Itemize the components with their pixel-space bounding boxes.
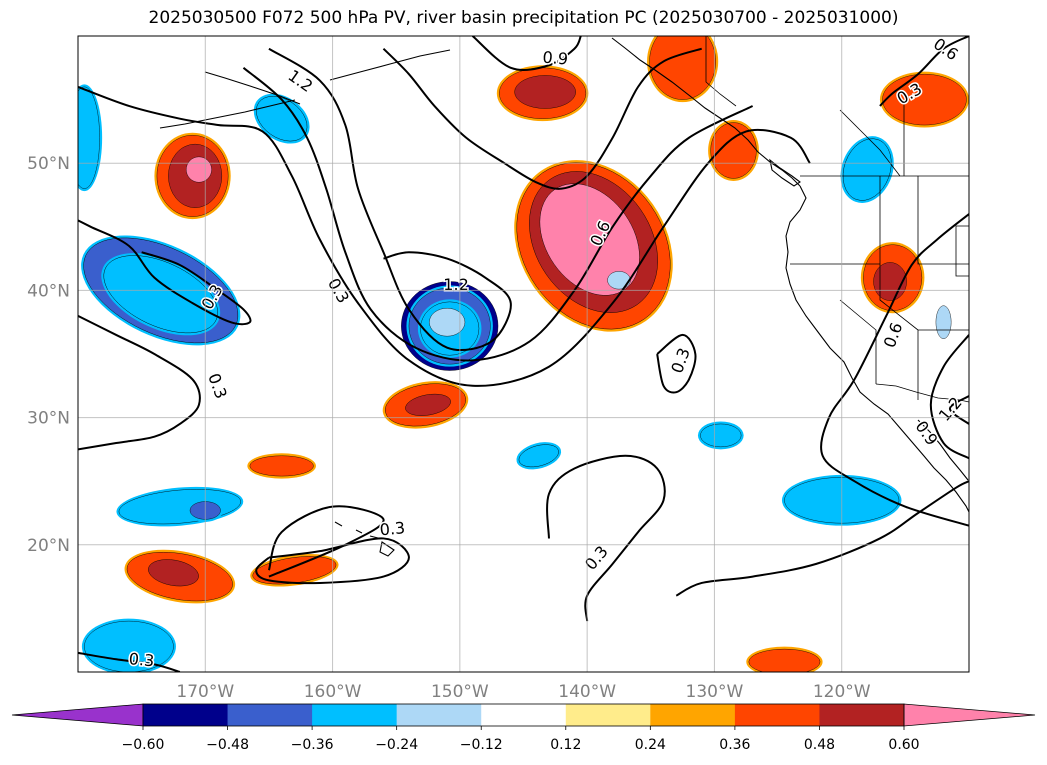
lat-tick-label: 20°N: [27, 536, 70, 556]
colorbar-extend-max: [903, 703, 1036, 727]
pv-contour-line: [78, 314, 201, 451]
precip-region: [405, 393, 451, 416]
colorbar-tick-label: 0.12: [550, 737, 581, 753]
colorbar-segment: [650, 704, 736, 726]
lon-tick-label: 170°W: [176, 682, 234, 702]
pv-contour-line: [546, 454, 666, 622]
pv-contour-line: [929, 334, 969, 460]
pv-contour-line: [78, 219, 252, 326]
colorbar-segment: [734, 704, 820, 726]
pv-contour-line: [879, 36, 969, 107]
lat-tick-label: 30°N: [27, 409, 70, 429]
colorbar-extend-min: [11, 703, 144, 727]
colorbar-tick-label: 0.48: [804, 737, 835, 753]
precip-region: [518, 444, 559, 468]
pv-contour-line: [675, 480, 969, 597]
colorbar-segment: [396, 704, 482, 726]
pv-contour-line: [268, 47, 512, 351]
axis-labels: 170°W 160°W 150°W 140°W 130°W 120°W 20°N 30°N 40…: [27, 154, 871, 702]
coastline-vancouver-island: [769, 158, 801, 187]
political-borders: [705, 36, 969, 403]
colorbar-segment: [312, 704, 398, 726]
plot-frame: [77, 35, 970, 673]
precip-region: [649, 36, 716, 100]
precipitation-shading: [78, 36, 969, 672]
colorbar-tick-label: 0.36: [719, 737, 750, 753]
pv-contour-line: [382, 47, 703, 190]
border-states: [790, 176, 969, 400]
precip-region: [514, 75, 576, 109]
coastline-hawaii: [334, 521, 395, 557]
plot-background: [78, 36, 969, 672]
contour-label: 0.3: [379, 518, 406, 539]
colorbar-tick-label: −0.24: [375, 737, 418, 753]
coastline-gulf-of-california: [917, 419, 969, 481]
colorbar-frame: [142, 703, 905, 727]
pv-contour-line: [471, 36, 582, 71]
precip-region: [78, 86, 100, 189]
pv-contour-line: [78, 651, 181, 672]
coastline-alaska: [611, 37, 801, 187]
border-alaska-canada: [705, 36, 737, 107]
precip-region: [700, 423, 742, 448]
lat-tick-label: 40°N: [27, 281, 70, 301]
lon-tick-label: 120°W: [813, 682, 871, 702]
precip-region: [148, 559, 199, 587]
precip-region: [882, 73, 967, 126]
pv-contours: [78, 36, 969, 672]
colorbar-segment: [565, 704, 651, 726]
gridlines: [78, 36, 969, 672]
pv-contour-line: [78, 85, 811, 387]
lat-tick-label: 50°N: [27, 154, 70, 174]
colorbar-segment: [819, 704, 905, 726]
colorbar-tick-label: −0.48: [206, 737, 249, 753]
precip-region: [185, 156, 212, 183]
precip-region: [103, 255, 218, 334]
colorbar-tick-label: −0.12: [460, 737, 503, 753]
lon-tick-label: 130°W: [686, 682, 744, 702]
pv-contour-line: [267, 505, 385, 578]
precip-region: [842, 138, 892, 201]
lon-tick-label: 140°W: [558, 682, 616, 702]
contour-label: 0.9: [542, 48, 569, 69]
pv-contour-line: [820, 213, 969, 527]
colorbar-tick-label: −0.36: [291, 737, 334, 753]
pv-contour-line: [948, 395, 969, 425]
coastline-aleutians: [159, 49, 451, 129]
precip-region: [748, 648, 821, 672]
lon-tick-label: 150°W: [431, 682, 489, 702]
contour-label: 1.2: [443, 275, 468, 294]
colorbar-segment: [143, 704, 229, 726]
precip-region: [607, 271, 631, 290]
coastlines: [159, 37, 969, 557]
contour-label: 0.3: [128, 649, 155, 670]
precip-region: [249, 455, 314, 477]
colorbar-segment: [227, 704, 313, 726]
colorbar-tick-label: 0.60: [888, 737, 919, 753]
pv-contour-line: [656, 333, 697, 394]
colorbar-segment: [481, 704, 567, 726]
chart-title: 2025030500 F072 500 hPa PV, river basin …: [148, 8, 899, 28]
precip-region: [935, 305, 952, 339]
colorbar-tick-label: 0.24: [635, 737, 666, 753]
precip-region: [429, 308, 466, 337]
colorbar-tick-label: −0.60: [122, 737, 165, 753]
coastline-north-america: [785, 185, 969, 513]
colorbar: −0.60 −0.48 −0.36 −0.24 −0.12 0.12 0.24 0.36 0.4…: [11, 703, 1036, 753]
pv-contour-line: [242, 67, 754, 362]
lon-tick-label: 160°W: [304, 682, 362, 702]
